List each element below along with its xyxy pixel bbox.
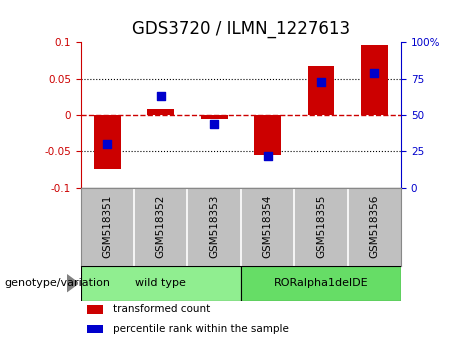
Point: [157, 93, 165, 99]
Text: transformed count: transformed count: [112, 304, 210, 314]
Polygon shape: [67, 275, 78, 292]
Bar: [81, 266, 241, 301]
Bar: [254, 115, 281, 155]
Point: [104, 141, 111, 147]
Text: RORalpha1delDE: RORalpha1delDE: [274, 278, 368, 288]
Bar: [307, 66, 334, 115]
Point: [317, 79, 325, 85]
Point: [211, 121, 218, 127]
Text: GSM518353: GSM518353: [209, 195, 219, 258]
Bar: [241, 266, 401, 301]
Bar: [87, 325, 103, 333]
Bar: [148, 109, 174, 115]
Bar: [201, 115, 228, 119]
Text: GSM518356: GSM518356: [369, 195, 379, 258]
Point: [371, 70, 378, 76]
Text: wild type: wild type: [136, 278, 186, 288]
Bar: [94, 115, 121, 170]
Text: GSM518354: GSM518354: [263, 195, 272, 258]
Text: GSM518351: GSM518351: [102, 195, 112, 258]
Text: GSM518355: GSM518355: [316, 195, 326, 258]
Title: GDS3720 / ILMN_1227613: GDS3720 / ILMN_1227613: [132, 21, 350, 39]
Text: GSM518352: GSM518352: [156, 195, 166, 258]
Bar: [87, 305, 103, 314]
Point: [264, 153, 271, 159]
Text: percentile rank within the sample: percentile rank within the sample: [112, 324, 289, 334]
Text: genotype/variation: genotype/variation: [5, 278, 111, 288]
Bar: [361, 45, 388, 115]
